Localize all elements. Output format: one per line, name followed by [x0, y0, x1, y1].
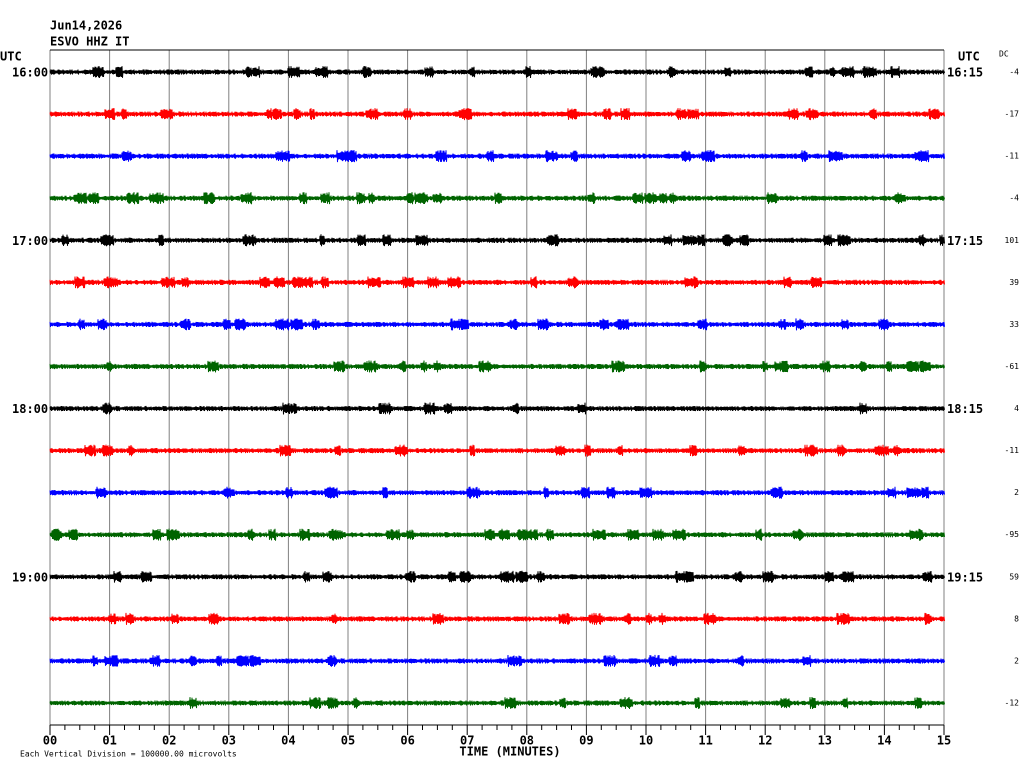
- trace: [49, 528, 945, 541]
- x-tick-label: 12: [758, 734, 772, 748]
- dc-value: -17: [1005, 110, 1020, 119]
- x-tick-label: 14: [877, 734, 891, 748]
- trace: [49, 654, 945, 667]
- time-label-right: 16:15: [947, 66, 983, 80]
- dc-value: 2: [1014, 488, 1019, 497]
- trace: [49, 276, 945, 289]
- dc-value: -61: [1005, 362, 1020, 371]
- time-label-right: 19:15: [947, 570, 983, 584]
- utc-left: UTC: [0, 50, 22, 64]
- trace: [49, 234, 945, 247]
- time-label-right: 17:15: [947, 234, 983, 248]
- trace: [49, 612, 945, 625]
- dc-value: 33: [1009, 320, 1019, 329]
- trace: [49, 570, 945, 583]
- dc-value: 59: [1009, 572, 1019, 581]
- time-label-left: 19:00: [12, 570, 48, 584]
- trace: [49, 150, 945, 163]
- trace: [49, 108, 945, 121]
- trace: [49, 696, 945, 710]
- time-label-left: 16:00: [12, 66, 48, 80]
- dc-label: DC: [999, 50, 1009, 59]
- dc-value: -4: [1009, 68, 1019, 77]
- dc-value: -4: [1009, 194, 1019, 203]
- time-label-right: 18:15: [947, 402, 983, 416]
- trace: [49, 318, 945, 331]
- footer: Each Vertical Division = 100000.00 micro…: [20, 750, 237, 759]
- x-tick-label: 00: [43, 734, 57, 748]
- x-tick-label: 15: [937, 734, 951, 748]
- dc-value: -11: [1005, 446, 1020, 455]
- x-tick-label: 08: [520, 734, 534, 748]
- date: Jun14,2026: [50, 19, 122, 33]
- trace: [49, 402, 945, 415]
- x-tick-label: 05: [341, 734, 355, 748]
- x-tick-label: 04: [281, 734, 295, 748]
- x-tick-label: 11: [698, 734, 712, 748]
- trace: [49, 192, 945, 205]
- dc-value: 39: [1009, 278, 1019, 287]
- dc-value: 2: [1014, 656, 1019, 665]
- time-label-left: 17:00: [12, 234, 48, 248]
- station: ESVO HHZ IT: [50, 35, 129, 49]
- dc-value: -11: [1005, 152, 1020, 161]
- x-tick-label: 02: [162, 734, 176, 748]
- x-tick-label: 06: [400, 734, 414, 748]
- dc-value: -95: [1005, 530, 1020, 539]
- dc-value: 8: [1014, 614, 1019, 623]
- trace: [49, 360, 945, 373]
- utc-right: UTC: [958, 50, 980, 64]
- dc-value: -12: [1005, 699, 1020, 708]
- x-tick-label: 07: [460, 734, 474, 748]
- x-tick-label: 13: [818, 734, 832, 748]
- x-tick-label: 01: [102, 734, 116, 748]
- x-tick-label: 09: [579, 734, 593, 748]
- trace: [49, 65, 945, 79]
- x-tick-label: 03: [222, 734, 236, 748]
- trace: [49, 444, 945, 457]
- trace: [49, 486, 945, 499]
- time-label-left: 18:00: [12, 402, 48, 416]
- dc-value: 4: [1014, 404, 1019, 413]
- dc-value: 101: [1005, 236, 1020, 245]
- x-tick-label: 10: [639, 734, 653, 748]
- x-axis-label: TIME (MINUTES): [459, 745, 560, 759]
